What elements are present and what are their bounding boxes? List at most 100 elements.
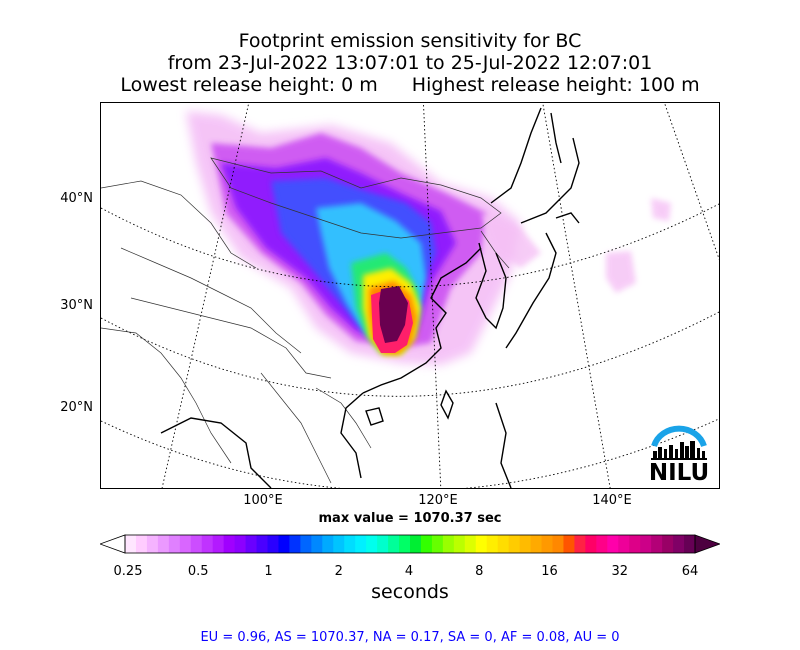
colorbar-segment xyxy=(497,535,510,553)
max-value-label: max value = 1070.37 sec xyxy=(318,511,502,526)
colorbar-segment xyxy=(662,535,674,553)
colorbar-segment xyxy=(168,535,181,553)
colorbar-segment xyxy=(322,535,334,553)
coast-sakhalin xyxy=(550,112,562,164)
colorbar-segment xyxy=(563,535,576,553)
colorbar-segment xyxy=(673,535,685,553)
lon-label-120e: 120°E xyxy=(418,493,458,508)
lon-label-140e: 140°E xyxy=(592,493,632,508)
country-borders xyxy=(101,157,510,484)
colorbar-tick: 0.25 xyxy=(113,564,143,579)
colorbar-segment xyxy=(651,535,663,553)
coast-hainan xyxy=(365,407,384,426)
colorbar-outline xyxy=(124,534,696,554)
colorbar-segment xyxy=(618,535,630,553)
colorbar-segment xyxy=(552,535,565,553)
region-totals: EU = 0.96, AS = 1070.37, NA = 0.17, SA =… xyxy=(200,630,620,645)
colorbar-segment xyxy=(519,535,532,553)
border-china-west xyxy=(120,247,302,354)
coast-taiwan xyxy=(440,389,454,420)
colorbar-tick: 4 xyxy=(404,564,414,579)
colorbar-segment xyxy=(223,535,236,553)
colorbar-arrow-low xyxy=(100,534,126,554)
lowest-release-height: Lowest release height: 0 m xyxy=(120,74,378,96)
colorbar-tick: 64 xyxy=(681,564,699,579)
nilu-logo-skyline xyxy=(651,441,707,460)
colorbar-segment xyxy=(410,535,422,553)
colorbar-segment xyxy=(201,535,214,553)
coast-japan xyxy=(505,212,580,349)
coast-china xyxy=(362,247,482,394)
colorbar-segment xyxy=(607,535,619,553)
colorbar-segment xyxy=(684,535,696,553)
coast-korea xyxy=(475,242,507,330)
colorbar-segment xyxy=(157,535,170,553)
footprint-map: NILU xyxy=(100,102,720,489)
colorbar-segments xyxy=(125,535,696,553)
colorbar-segment xyxy=(541,535,554,553)
colorbar-segment xyxy=(311,535,323,553)
colorbar-segment xyxy=(146,535,159,553)
title-line-2: from 23-Jul-2022 13:07:01 to 25-Jul-2022… xyxy=(167,52,653,74)
parallel-40n xyxy=(101,203,719,288)
colorbar-segment xyxy=(640,535,652,553)
border-india xyxy=(101,327,232,464)
plume-core xyxy=(379,286,408,343)
colorbar-segment xyxy=(267,535,280,553)
lon-label-100e: 100°E xyxy=(243,493,283,508)
colorbar-segment xyxy=(179,535,192,553)
lat-label-40n: 40°N xyxy=(60,191,93,206)
colorbar-segment xyxy=(212,535,225,553)
lat-label-30n: 30°N xyxy=(60,298,93,313)
meridian-100e xyxy=(161,103,250,488)
colorbar-tick: 1 xyxy=(264,564,273,579)
parallel-30n xyxy=(101,311,719,397)
colorbar-segment xyxy=(355,535,367,553)
colorbar-segment xyxy=(388,535,400,553)
colorbar-segment xyxy=(234,535,247,553)
nilu-logo-text: NILU xyxy=(649,460,709,486)
coastlines xyxy=(160,107,580,488)
colorbar-tick: 0.5 xyxy=(187,564,209,579)
coast-bay-bengal xyxy=(160,417,272,488)
colorbar-unit-label: seconds xyxy=(371,581,449,603)
colorbar-segment xyxy=(300,535,312,553)
colorbar-segment xyxy=(344,535,356,553)
colorbar-segment xyxy=(585,535,597,553)
colorbar-segment xyxy=(289,535,301,553)
colorbar-segment xyxy=(475,535,488,553)
coast-russia xyxy=(490,107,580,224)
colorbar-segment xyxy=(453,535,466,553)
colorbar-segment xyxy=(486,535,499,553)
map-canvas: NILU xyxy=(101,103,719,488)
colorbar-segment xyxy=(596,535,608,553)
meridian-120e xyxy=(422,103,442,488)
colorbar-segment xyxy=(256,535,269,553)
title-line-3: Lowest release height: 0 m Highest releas… xyxy=(0,74,800,96)
colorbar-segment xyxy=(574,535,586,553)
colorbar-segment xyxy=(629,535,641,553)
plume-far-east-pink xyxy=(606,198,671,293)
nilu-logo: NILU xyxy=(649,425,709,486)
colorbar-segment xyxy=(420,535,433,553)
colorbar-segment xyxy=(190,535,203,553)
colorbar-segment xyxy=(464,535,477,553)
meridian-160e xyxy=(664,103,719,261)
parallel-20n xyxy=(101,418,719,488)
colorbar-segment xyxy=(125,535,137,553)
border-mongolia xyxy=(210,157,502,239)
meridian-140e xyxy=(542,103,611,488)
colorbar-tick: 8 xyxy=(475,564,484,579)
colorbar-segment xyxy=(135,535,148,553)
colorbar-tick: 16 xyxy=(541,564,558,579)
colorbar-segment xyxy=(278,535,291,553)
colorbar-segment xyxy=(333,535,345,553)
nilu-logo-arc xyxy=(651,425,707,448)
border-laos xyxy=(315,387,372,449)
coast-philippines xyxy=(495,402,512,488)
border-himalaya xyxy=(130,297,332,379)
colorbar-segment xyxy=(530,535,543,553)
colorbar-segment xyxy=(508,535,521,553)
colorbar-segment xyxy=(245,535,258,553)
title-line-1: Footprint emission sensitivity for BC xyxy=(238,30,582,52)
